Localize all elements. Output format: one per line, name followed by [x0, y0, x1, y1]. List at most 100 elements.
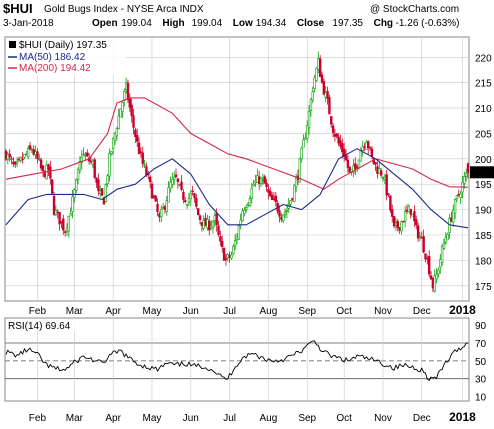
index-name: Gold Bugs Index - NYSE Arca INDX — [44, 4, 204, 15]
candle-body — [36, 151, 39, 159]
candle-body — [324, 92, 327, 98]
candle-body — [374, 162, 377, 165]
price-x-tick: Jul — [223, 306, 236, 317]
candle-body — [379, 170, 383, 176]
price-y-tick: 195 — [475, 180, 492, 191]
candle-body — [394, 222, 398, 226]
candle-body — [222, 248, 226, 261]
candle-body — [106, 175, 109, 184]
candle-body — [243, 209, 246, 214]
candle-body — [335, 133, 338, 137]
candle-body — [139, 151, 143, 153]
candles — [4, 51, 470, 293]
candle-body — [311, 91, 314, 101]
candle-body — [4, 150, 8, 160]
legend-price: $HUI (Daily) 197.35 — [19, 40, 107, 51]
candle-body — [97, 179, 100, 192]
candle-body — [32, 149, 35, 155]
candle-body — [115, 128, 119, 137]
open-label: Open — [92, 18, 118, 29]
candle-body — [355, 166, 359, 169]
candle-body — [352, 165, 355, 173]
candle-body — [396, 221, 399, 228]
price-y-tick: 175 — [475, 282, 492, 293]
candle-body — [429, 275, 433, 280]
rsi-legend: RSI(14) 69.64 — [8, 321, 71, 332]
candle-body — [198, 215, 202, 221]
candle-body — [427, 256, 431, 275]
candle-body — [84, 155, 87, 157]
candle-body — [320, 74, 324, 83]
candle-body — [10, 158, 13, 160]
candle-body — [241, 210, 244, 222]
candle-body — [182, 192, 185, 200]
candle-body — [267, 189, 270, 193]
candle-body — [111, 138, 115, 149]
candle-body — [62, 218, 65, 231]
candle-body — [233, 240, 237, 247]
candle-body — [196, 208, 200, 216]
candle-body — [330, 116, 333, 125]
candle-body — [121, 101, 124, 112]
candle-body — [25, 153, 28, 156]
candle-body — [211, 221, 215, 228]
candle-body — [304, 137, 307, 140]
legend-ma50: MA(50) 186.42 — [19, 52, 86, 63]
candle-body — [167, 187, 170, 203]
ma200-line — [5, 97, 469, 190]
candle-body — [156, 203, 159, 212]
candle-body — [224, 258, 228, 260]
chg-value: -1.26 (-0.63%) — [396, 18, 460, 29]
candle-body — [217, 225, 220, 235]
candle-body — [110, 151, 113, 155]
candle-body — [38, 158, 41, 161]
candle-body — [206, 219, 209, 229]
price-y-tick: 180 — [475, 256, 492, 267]
candle-body — [341, 143, 344, 153]
candle-body — [256, 175, 259, 183]
rsi-legend-background — [6, 319, 82, 331]
candle-body — [403, 211, 407, 222]
candle-body — [280, 217, 283, 220]
candle-body — [306, 125, 309, 139]
candle-body — [132, 115, 135, 128]
candle-body — [187, 197, 191, 203]
candle-body — [424, 253, 427, 260]
candle-body — [392, 215, 396, 227]
candle-body — [161, 207, 165, 209]
candle-body — [73, 189, 76, 198]
candle-body — [407, 206, 411, 213]
candle-body — [359, 149, 363, 162]
candle-body — [328, 97, 331, 115]
candle-body — [313, 77, 316, 89]
candle-body — [307, 111, 311, 129]
candle-body — [291, 198, 294, 200]
candle-body — [172, 176, 176, 180]
candle-body — [208, 221, 211, 231]
candle-body — [365, 142, 368, 150]
candle-body — [405, 209, 409, 212]
rsi-x-tick: 2018 — [449, 410, 476, 424]
candle-body — [49, 166, 52, 179]
candle-body — [265, 182, 268, 187]
candle-body — [75, 179, 78, 191]
candle-body — [174, 174, 178, 177]
candle-body — [261, 179, 265, 181]
candle-body — [440, 245, 444, 263]
rsi-x-tick: Jun — [183, 413, 199, 424]
candle-body — [302, 139, 305, 148]
candle-body — [246, 203, 250, 206]
candle-body — [391, 209, 394, 217]
candle-body — [463, 176, 466, 184]
rsi-x-tick: Mar — [66, 413, 84, 424]
candle-body — [263, 176, 266, 184]
low-label: Low — [233, 18, 253, 29]
candle-body — [337, 136, 340, 144]
candle-body — [331, 125, 335, 133]
candle-body — [315, 67, 318, 81]
candle-body — [67, 216, 71, 232]
candle-body — [363, 146, 366, 148]
price-y-tick: 200 — [475, 155, 492, 166]
candle-body — [39, 159, 43, 169]
